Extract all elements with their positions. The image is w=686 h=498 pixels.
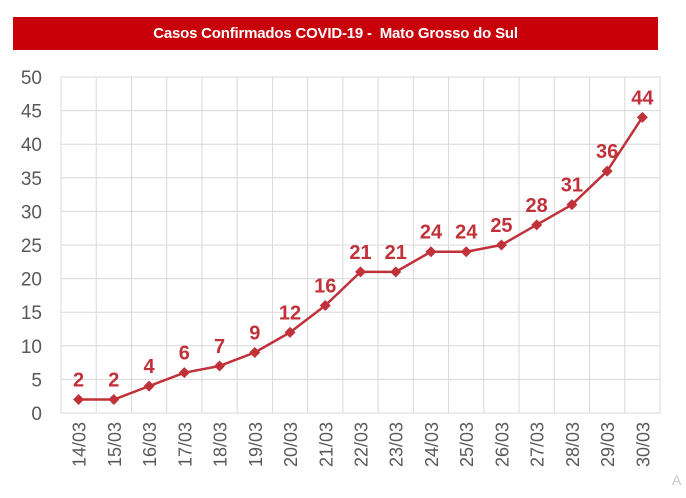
- diamond-marker-icon: [495, 239, 507, 251]
- y-tick-label: 40: [21, 135, 42, 156]
- x-tick-label: 16/03: [140, 422, 160, 467]
- corner-glyph: A: [672, 472, 682, 488]
- y-tick-label: 45: [21, 102, 42, 123]
- diamond-marker-icon: [425, 246, 437, 258]
- data-label: 44: [631, 87, 654, 109]
- y-axis: 0 5 10 15 20 25 30 35 40 45 50: [21, 68, 42, 425]
- data-label: 9: [249, 323, 260, 345]
- x-tick-label: 14/03: [70, 422, 90, 467]
- x-tick-label: 27/03: [528, 422, 548, 467]
- x-tick-label: 17/03: [175, 422, 195, 467]
- x-tick-label: 30/03: [633, 422, 653, 467]
- diamond-marker-icon: [143, 380, 155, 392]
- data-label: 12: [279, 302, 301, 324]
- x-tick-label: 23/03: [387, 422, 407, 467]
- diamond-marker-icon: [249, 347, 261, 359]
- data-label: 2: [73, 370, 84, 392]
- x-tick-label: 29/03: [598, 422, 618, 467]
- y-tick-label: 35: [21, 169, 42, 190]
- diamond-marker-icon: [319, 299, 331, 311]
- x-tick-label: 20/03: [281, 422, 301, 467]
- x-axis: 14/03 15/03 16/03 17/03 18/03 19/03 20/03 21/03…: [70, 422, 654, 467]
- chart-title: Casos Confirmados COVID-19 - Mato Grosso…: [13, 17, 658, 50]
- x-tick-label: 18/03: [211, 422, 231, 467]
- y-tick-label: 15: [21, 303, 42, 324]
- data-label: 21: [385, 242, 407, 264]
- data-label: 6: [179, 343, 190, 365]
- y-tick-label: 0: [31, 404, 42, 425]
- diamond-marker-icon: [108, 394, 120, 406]
- diamond-marker-icon: [531, 219, 543, 231]
- diamond-marker-icon: [566, 199, 578, 211]
- diamond-marker-icon: [601, 165, 613, 177]
- series-casos-confirmados: [73, 111, 648, 406]
- data-label: 2: [108, 370, 119, 392]
- x-tick-label: 28/03: [563, 422, 583, 467]
- y-tick-label: 50: [21, 68, 42, 89]
- diamond-marker-icon: [284, 326, 296, 338]
- y-tick-label: 20: [21, 270, 42, 291]
- diamond-marker-icon: [355, 266, 366, 278]
- data-label: 36: [596, 141, 618, 163]
- diamond-marker-icon: [460, 246, 472, 258]
- data-label: 31: [561, 175, 583, 197]
- x-tick-label: 24/03: [422, 422, 442, 467]
- x-tick-label: 15/03: [105, 422, 125, 467]
- data-label: 24: [455, 222, 478, 244]
- x-tick-label: 25/03: [457, 422, 477, 467]
- data-label: 28: [526, 195, 548, 217]
- x-tick-label: 19/03: [246, 422, 266, 467]
- y-tick-label: 30: [21, 202, 42, 223]
- diamond-marker-icon: [214, 360, 226, 372]
- diamond-marker-icon: [73, 394, 85, 406]
- diamond-marker-icon: [390, 266, 402, 278]
- y-tick-label: 25: [21, 236, 42, 257]
- data-label: 24: [420, 222, 443, 244]
- y-tick-label: 10: [21, 337, 42, 358]
- x-tick-label: 26/03: [492, 422, 512, 467]
- data-label: 21: [349, 242, 371, 264]
- diamond-marker-icon: [178, 367, 190, 379]
- data-label: 25: [490, 215, 512, 237]
- diamond-marker-icon: [636, 111, 648, 123]
- x-tick-label: 21/03: [316, 422, 336, 467]
- data-label: 16: [314, 275, 336, 297]
- data-label: 4: [144, 356, 156, 378]
- y-tick-label: 5: [31, 370, 42, 391]
- x-tick-label: 22/03: [352, 422, 372, 467]
- data-label: 7: [214, 336, 225, 358]
